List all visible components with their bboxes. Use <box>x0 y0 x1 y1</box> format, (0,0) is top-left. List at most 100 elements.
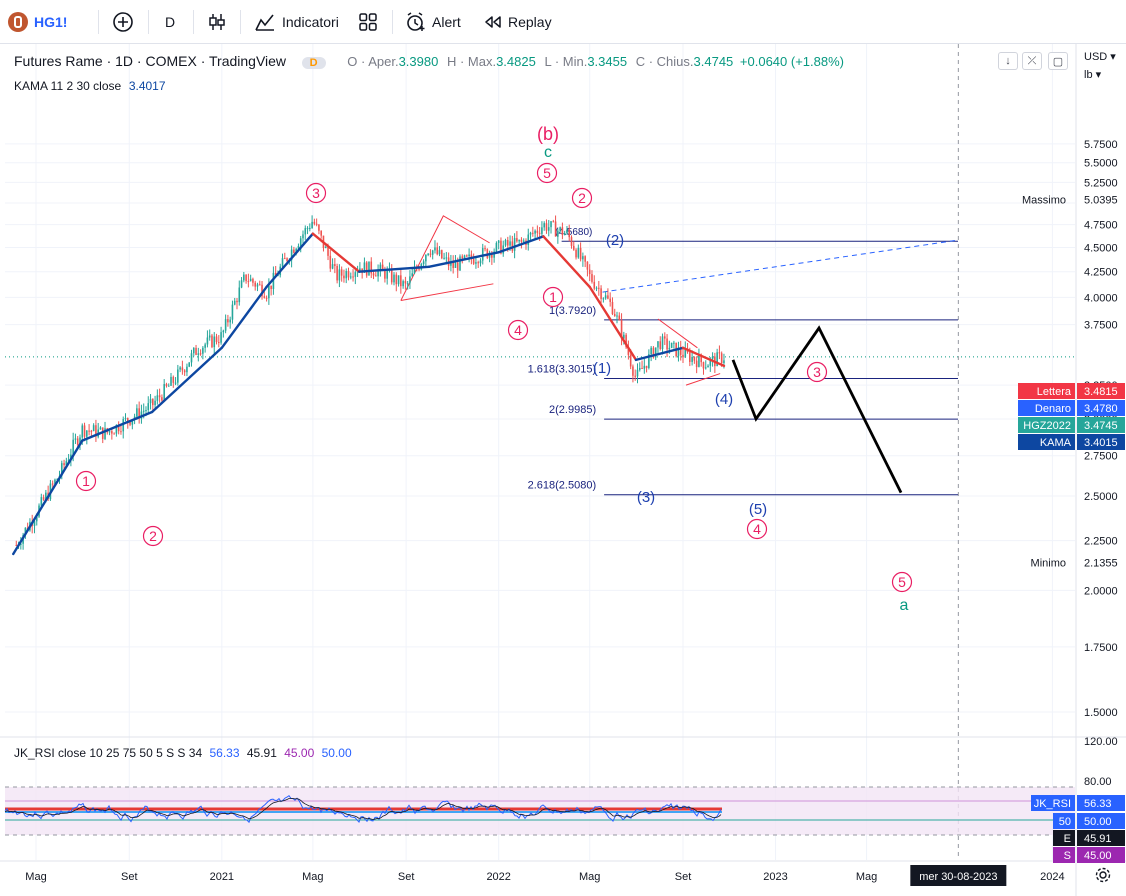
candle-body <box>181 367 184 371</box>
unit-selector[interactable]: lb ▾ <box>1084 68 1101 81</box>
unit-label: lb <box>1084 69 1093 81</box>
chart-canvas[interactable]: 1(3.7920) 1.618(3.3015) 2(2.9985) 2.618(2.5… <box>0 44 1126 896</box>
candle-body <box>283 258 286 260</box>
candle-body <box>632 366 634 376</box>
currency-selector[interactable]: USD ▾ <box>1084 50 1116 63</box>
candle-body <box>670 342 673 348</box>
candle-body <box>723 360 725 364</box>
rsi-marker-value: 45.00 <box>1084 850 1112 862</box>
candle-body <box>352 276 354 278</box>
candle-body <box>440 250 443 259</box>
time-tick-label: Mag <box>25 871 46 883</box>
triangle-lower-line <box>400 283 494 302</box>
candle-body <box>720 353 723 364</box>
templates-button[interactable] <box>358 9 378 35</box>
price-tick-label: 2.2500 <box>1084 536 1118 548</box>
triangle-upper-line <box>657 318 698 349</box>
projection-line <box>731 325 903 494</box>
candle-body <box>90 430 93 432</box>
candle-body <box>158 395 161 398</box>
interval-button[interactable]: D <box>165 9 175 35</box>
candle-body <box>302 234 304 239</box>
candle-body <box>95 425 97 437</box>
time-tick-label: 2022 <box>486 871 510 883</box>
price-tick-label: 2.0000 <box>1084 585 1118 597</box>
toolbar-divider <box>98 10 99 34</box>
candle-body <box>313 221 316 224</box>
price-tick-label: 2.5000 <box>1084 491 1118 503</box>
candle-body <box>343 275 345 279</box>
candle-body <box>370 261 373 274</box>
candle-body <box>454 262 457 268</box>
candle-body <box>575 249 577 258</box>
candle-body <box>220 332 222 343</box>
candle-body <box>497 240 500 243</box>
replay-button[interactable]: Replay <box>483 9 552 35</box>
candle-body <box>666 338 668 350</box>
maximize-pane-button[interactable]: ▢ <box>1048 52 1068 70</box>
wave-labels: 1 2 3 4 5 1 2 4 3 5 (2) (1) (4) (3) (5) (b)c a <box>75 124 913 614</box>
candle-body <box>472 259 475 264</box>
candle-body <box>311 221 313 229</box>
wave-label: 5 <box>898 574 906 590</box>
candle-body <box>174 382 177 384</box>
candle-body <box>286 258 288 261</box>
compare-add-button[interactable] <box>112 9 134 35</box>
price-tick-label: 1.5000 <box>1084 707 1118 719</box>
legend-badge[interactable]: D <box>301 57 326 69</box>
candle-body <box>404 281 407 284</box>
rsi-legend[interactable]: JK_RSI close 10 25 75 50 5 S S 34 56.33 … <box>14 746 352 760</box>
projection-path <box>731 325 903 494</box>
candle-body <box>145 409 147 411</box>
candle-body <box>563 232 566 236</box>
candle-body <box>263 296 266 298</box>
wave-label: 5 <box>543 165 551 181</box>
candle-body <box>227 319 229 323</box>
candle-body <box>115 424 118 434</box>
price-marker-box <box>1077 554 1125 571</box>
price-marker-label: Minimo <box>1031 558 1066 570</box>
candle-body <box>625 334 627 348</box>
candle-body <box>117 424 120 432</box>
settings-gear-button[interactable] <box>1094 866 1112 884</box>
alert-button[interactable]: Alert <box>405 9 461 35</box>
candle-body <box>459 256 461 271</box>
candle-body <box>425 254 427 262</box>
legend-low-value: 3.3455 <box>587 54 628 69</box>
candle-body <box>336 265 338 281</box>
chart-type-button[interactable] <box>207 9 227 35</box>
price-tick-label: 5.2500 <box>1084 177 1118 189</box>
wave-label: (1) <box>593 360 611 377</box>
candle-body <box>634 375 637 377</box>
candle-body <box>456 262 459 271</box>
candle-body <box>54 479 56 484</box>
rsi-marker-label: JK_RSI <box>1034 798 1071 810</box>
candle-body <box>702 362 705 369</box>
candle-body <box>204 344 206 348</box>
candle-body <box>236 300 238 303</box>
candle-body <box>506 240 509 246</box>
candle-body <box>179 367 181 370</box>
symbol-search-button[interactable]: HG1! <box>8 9 67 35</box>
candle-body <box>142 410 145 412</box>
arrow-down-icon: ↓ <box>1005 55 1011 67</box>
candle-body <box>650 347 652 355</box>
alert-label: Alert <box>432 14 461 30</box>
collapse-pane-button[interactable]: ⤫ <box>1022 52 1042 70</box>
candle-body <box>320 230 322 236</box>
kama-legend[interactable]: KAMA 11 2 30 close 3.4017 <box>14 78 166 93</box>
candle-body <box>577 247 580 258</box>
candle-body <box>543 223 545 228</box>
candle-body <box>682 354 684 358</box>
toolbar-divider <box>148 10 149 34</box>
rsi-marker-box <box>1077 830 1125 846</box>
kama-segment <box>311 232 361 273</box>
rsi-marker-box <box>1077 813 1125 829</box>
candle-body <box>534 230 536 234</box>
candle-body <box>552 221 555 223</box>
candle-body <box>704 367 707 369</box>
collapse-icon: ⤫ <box>1027 54 1037 67</box>
wave-label: (2) <box>606 232 624 249</box>
move-pane-down-button[interactable]: ↓ <box>998 52 1018 70</box>
indicators-button[interactable]: Indicatori <box>254 9 339 35</box>
